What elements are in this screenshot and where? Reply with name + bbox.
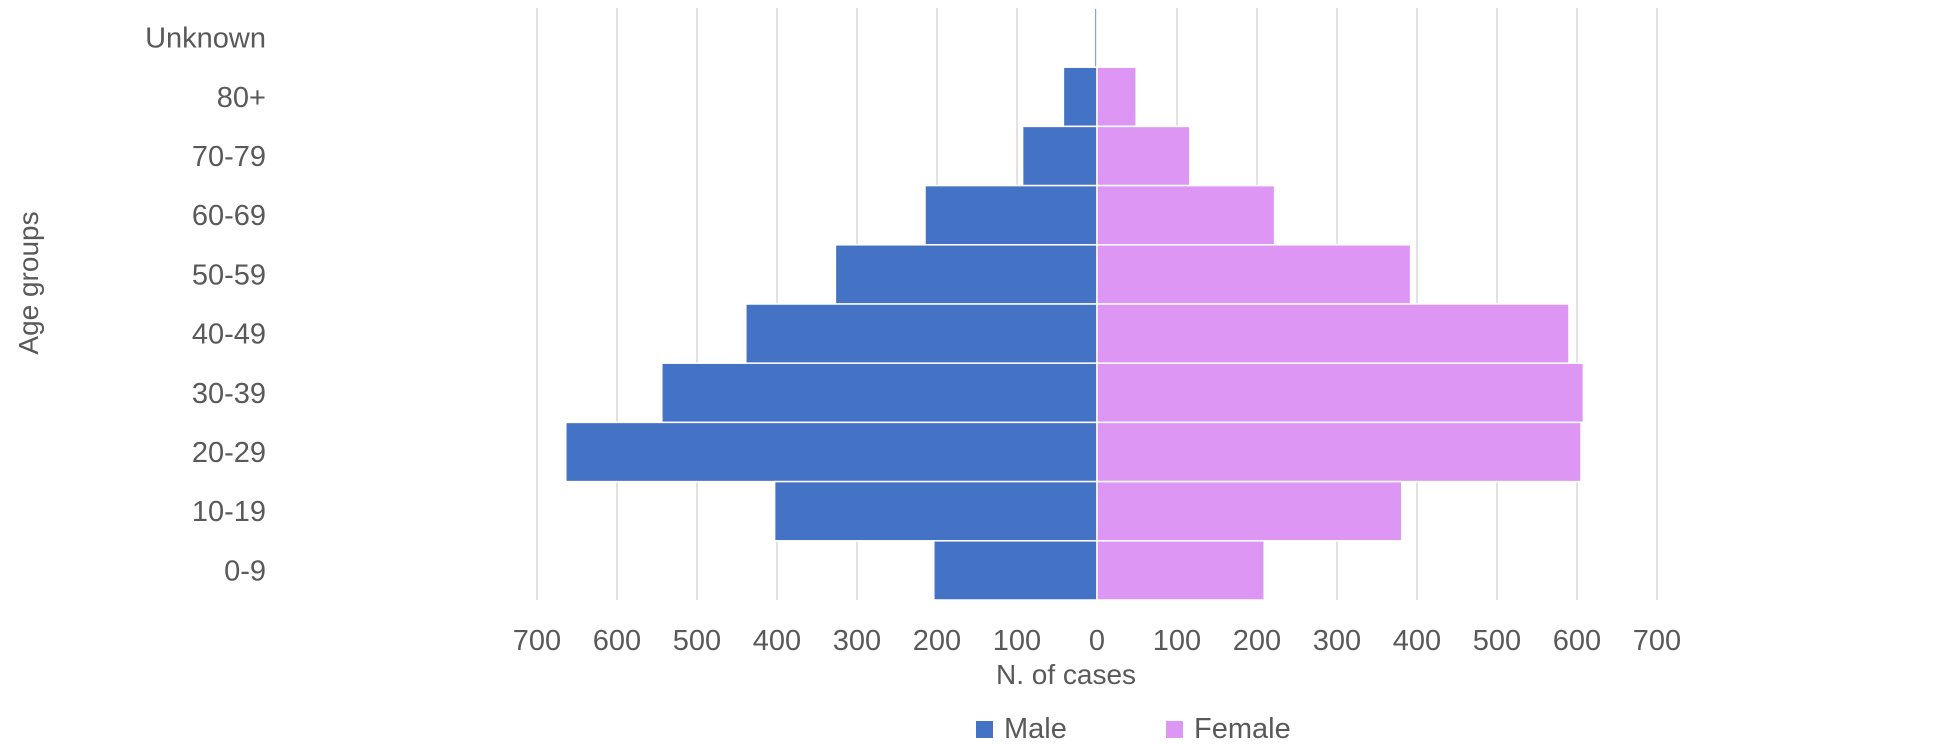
x-tick-label: 600 — [593, 625, 641, 657]
bar-male — [933, 540, 1098, 601]
y-tick-label: Unknown — [145, 23, 266, 55]
y-tick-label: 10-19 — [192, 496, 266, 528]
legend-swatch-female — [1166, 721, 1183, 738]
bar-male — [924, 184, 1098, 246]
x-tick-label: 500 — [1473, 625, 1521, 657]
x-tick-label: 600 — [1553, 625, 1601, 657]
x-tick-label: 300 — [833, 625, 881, 657]
y-tick-label: 30-39 — [192, 378, 266, 410]
y-axis-title: Age groups — [13, 211, 44, 354]
x-tick-label: 300 — [1313, 625, 1361, 657]
y-tick-labels: Unknown 80+ 70-79 60-69 50-59 40-49 30-39 20-29… — [145, 23, 266, 588]
x-tick-label: 700 — [1633, 625, 1681, 657]
x-tick-label: 200 — [913, 625, 961, 657]
legend: Male Female — [976, 713, 1291, 744]
bar-male — [773, 480, 1098, 542]
x-tick-label: 100 — [1153, 625, 1201, 657]
bar-female — [1096, 540, 1265, 601]
y-tick-label: 0-9 — [224, 555, 266, 587]
bar-male — [565, 421, 1098, 483]
bar-female — [1096, 362, 1585, 424]
x-tick-label: 700 — [513, 625, 561, 657]
bars — [565, 7, 1585, 601]
bar-male — [1021, 125, 1098, 187]
x-tick-label: 500 — [673, 625, 721, 657]
y-tick-label: 70-79 — [192, 141, 266, 173]
bar-male — [1062, 66, 1098, 128]
legend-label-male: Male — [1004, 713, 1067, 744]
bar-female — [1096, 66, 1137, 128]
bar-female — [1096, 184, 1276, 246]
bar-male — [834, 244, 1098, 305]
y-tick-label: 60-69 — [192, 200, 266, 232]
x-tick-label: 0 — [1089, 625, 1105, 657]
x-axis-title: N. of cases — [996, 659, 1136, 690]
bar-female — [1096, 480, 1403, 542]
bar-female — [1096, 125, 1191, 187]
x-tick-label: 100 — [993, 625, 1041, 657]
bar-female — [1096, 244, 1412, 305]
x-tick-label: 400 — [1393, 625, 1441, 657]
bar-male — [661, 362, 1098, 424]
y-tick-label: 80+ — [217, 82, 266, 114]
x-tick-label: 400 — [753, 625, 801, 657]
y-tick-label: 50-59 — [192, 259, 266, 291]
bar-female — [1096, 7, 1099, 68]
bar-male — [745, 303, 1098, 364]
y-tick-label: 40-49 — [192, 319, 266, 351]
x-tick-labels: 700 600 500 400 300 200 100 0 100 200 300 400 500 600… — [513, 625, 1681, 657]
bar-female — [1096, 421, 1582, 483]
x-tick-label: 200 — [1233, 625, 1281, 657]
y-tick-label: 20-29 — [192, 437, 266, 469]
legend-label-female: Female — [1194, 713, 1291, 744]
bar-female — [1096, 303, 1570, 364]
legend-swatch-male — [976, 721, 993, 738]
